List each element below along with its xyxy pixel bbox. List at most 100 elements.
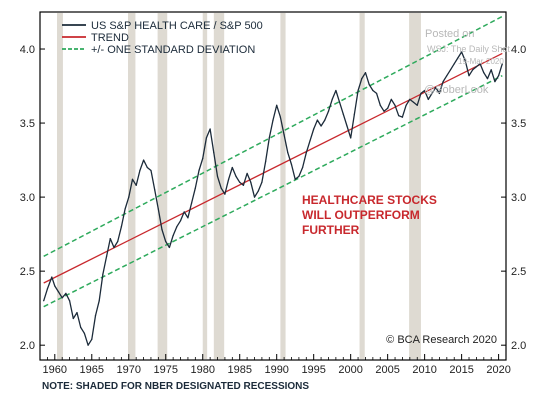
series-point-31 xyxy=(157,208,159,210)
series-point-64 xyxy=(279,116,281,118)
watermark-line-2: 19-Mar-2020 xyxy=(458,57,504,66)
series-point-58 xyxy=(257,190,259,192)
y-tick-label-left-0: 2.0 xyxy=(20,340,35,352)
series-point-11 xyxy=(83,332,85,334)
series-point-41 xyxy=(194,187,196,189)
series-point-121 xyxy=(490,69,492,71)
chart-frame xyxy=(39,11,507,361)
series-point-118 xyxy=(479,63,481,65)
y-tick-label-right-3: 3.5 xyxy=(511,118,526,130)
series-point-104 xyxy=(427,98,429,100)
y-tick-label-right-2: 3.0 xyxy=(511,192,526,204)
series-point-36 xyxy=(176,226,178,228)
series-point-68 xyxy=(294,178,296,180)
x-tick-label-12: 2020 xyxy=(486,364,510,376)
y-tick-label-right-4: 4.0 xyxy=(511,44,526,56)
series-point-5 xyxy=(61,297,63,299)
watermark-line-1: WSJ: The Daily Shot xyxy=(427,44,510,54)
series-point-82 xyxy=(346,125,348,127)
series-point-1 xyxy=(46,288,48,290)
series-point-100 xyxy=(412,101,415,103)
legend-label-0: US S&P HEALTH CARE / S&P 500 xyxy=(91,20,263,32)
series-point-84 xyxy=(353,113,355,115)
series-point-73 xyxy=(313,128,315,130)
series-point-122 xyxy=(494,81,496,83)
credit-text: © BCA Research 2020 xyxy=(386,334,497,346)
annotation-line-1: WILL OUTPERFORM xyxy=(302,208,420,222)
series-point-97 xyxy=(401,116,404,118)
series-point-86 xyxy=(361,78,363,80)
series-point-29 xyxy=(150,169,152,172)
series-point-52 xyxy=(235,175,237,177)
series-point-89 xyxy=(372,89,374,92)
series-point-71 xyxy=(305,152,307,154)
series-point-69 xyxy=(298,175,300,177)
series-point-16 xyxy=(102,273,104,275)
series-point-96 xyxy=(398,115,400,117)
x-tick-label-6: 1990 xyxy=(264,364,288,376)
series-point-43 xyxy=(202,158,204,160)
series-point-45 xyxy=(209,128,211,130)
series-point-17 xyxy=(105,255,108,257)
series-point-117 xyxy=(475,66,478,68)
y-tick-label-left-1: 2.5 xyxy=(20,266,35,278)
recession-shade-7 xyxy=(409,13,421,359)
series-point-8 xyxy=(72,317,74,320)
legend-label-2: +/- ONE STANDARD DEVIATION xyxy=(91,44,255,56)
series-point-38 xyxy=(183,211,185,213)
series-point-87 xyxy=(364,72,367,74)
series-point-88 xyxy=(368,83,370,86)
trend-lines xyxy=(43,15,503,308)
series-point-106 xyxy=(435,86,437,89)
series-point-81 xyxy=(342,113,344,115)
series-point-47 xyxy=(216,175,219,177)
series-point-46 xyxy=(213,152,215,154)
series-point-33 xyxy=(165,240,167,243)
x-tick-label-10: 2010 xyxy=(412,364,436,376)
series-point-20 xyxy=(117,240,119,243)
series-point-26 xyxy=(139,169,141,172)
footnote-text: NOTE: SHADED FOR NBER DESIGNATED RECESSI… xyxy=(42,381,309,392)
series-point-4 xyxy=(57,291,60,293)
series-point-40 xyxy=(191,202,193,204)
series-point-112 xyxy=(457,57,459,59)
trend-line xyxy=(43,52,503,284)
series-point-115 xyxy=(468,75,470,77)
series-point-21 xyxy=(120,226,122,228)
recession-shade-6 xyxy=(359,13,365,359)
series-point-80 xyxy=(338,101,341,103)
series-point-54 xyxy=(242,184,245,186)
series-point-32 xyxy=(161,229,163,231)
series-point-0 xyxy=(43,300,45,302)
series-point-44 xyxy=(205,137,208,139)
recession-shade-0 xyxy=(57,13,63,359)
series-point-123 xyxy=(498,75,500,77)
series-point-98 xyxy=(405,104,407,106)
series-point-39 xyxy=(187,217,189,219)
series-point-50 xyxy=(228,178,230,180)
series-point-91 xyxy=(379,104,381,106)
series-point-42 xyxy=(198,169,200,172)
series-point-109 xyxy=(446,75,448,77)
series-point-12 xyxy=(87,344,89,346)
series-point-23 xyxy=(128,196,130,198)
x-tick-label-7: 1995 xyxy=(301,364,325,376)
series-point-24 xyxy=(131,178,134,180)
series-point-67 xyxy=(290,163,293,166)
x-tick-label-11: 2015 xyxy=(449,364,473,376)
series-point-34 xyxy=(168,246,171,249)
y-axis-right: 2.0 2.5 3.0 3.5 4.0 xyxy=(501,44,526,352)
series-point-105 xyxy=(431,92,433,95)
series-point-14 xyxy=(94,314,97,317)
series-point-19 xyxy=(113,246,115,249)
x-axis: 1960 1965 1970 1975 1980 1985 1990 1995 2000 2005… xyxy=(39,354,511,376)
annotation-text: HEALTHCARE STOCKS WILL OUTPERFORM FURTHER xyxy=(302,193,437,237)
y-tick-label-right-0: 2.0 xyxy=(511,340,526,352)
series-point-51 xyxy=(231,166,233,169)
series-point-59 xyxy=(261,181,263,183)
y-tick-label-right-1: 2.5 xyxy=(511,266,526,278)
x-tick-label-1: 1965 xyxy=(80,364,104,376)
series-point-114 xyxy=(464,60,466,62)
